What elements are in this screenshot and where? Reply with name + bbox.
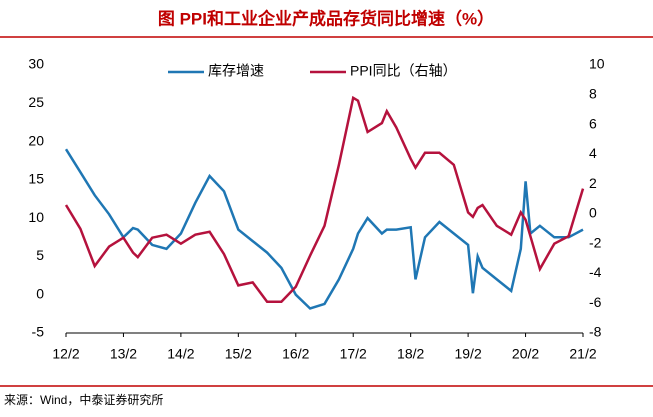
- y2-tick-label: 10: [589, 56, 605, 72]
- y2-tick-label: 8: [589, 85, 597, 101]
- source: 来源：Wind，中泰证券研究所: [4, 392, 163, 407]
- chart-title: 图 PPI和工业企业产成品存货同比增速（%）: [158, 8, 494, 28]
- y2-tick-label: -8: [589, 324, 602, 340]
- legend-label: 库存增速: [208, 63, 264, 79]
- x-tick-label: 12/2: [52, 346, 79, 362]
- y-tick-label: 25: [28, 94, 44, 110]
- y-tick-label: 20: [28, 132, 44, 148]
- x-tick-label: 17/2: [340, 346, 367, 362]
- x-tick-label: 15/2: [225, 346, 252, 362]
- x-tick-label: 13/2: [110, 346, 137, 362]
- x-tick-label: 21/2: [569, 346, 596, 362]
- x-tick-label: 16/2: [282, 346, 309, 362]
- y-tick-label: 15: [28, 171, 44, 187]
- x-tick-label: 19/2: [454, 346, 481, 362]
- y2-tick-label: -6: [589, 294, 602, 310]
- series-line: [64, 95, 585, 303]
- y2-tick-label: -2: [589, 234, 602, 250]
- y-tick-label: 10: [28, 209, 44, 225]
- y-tick-label: 5: [36, 247, 44, 263]
- y2-tick-label: -4: [589, 264, 602, 280]
- y2-tick-label: 0: [589, 205, 597, 221]
- legend-label: PPI同比（右轴）: [350, 63, 457, 79]
- x-tick-label: 18/2: [397, 346, 424, 362]
- y-tick-label: 30: [28, 56, 44, 72]
- y-tick-label: -5: [32, 324, 45, 340]
- y2-tick-label: 4: [589, 145, 597, 161]
- series-line: [64, 148, 584, 310]
- y-tick-label: 0: [36, 285, 44, 301]
- y2-tick-label: 6: [589, 115, 597, 131]
- y2-tick-label: 2: [589, 175, 597, 191]
- x-tick-label: 20/2: [512, 346, 539, 362]
- x-tick-label: 14/2: [167, 346, 194, 362]
